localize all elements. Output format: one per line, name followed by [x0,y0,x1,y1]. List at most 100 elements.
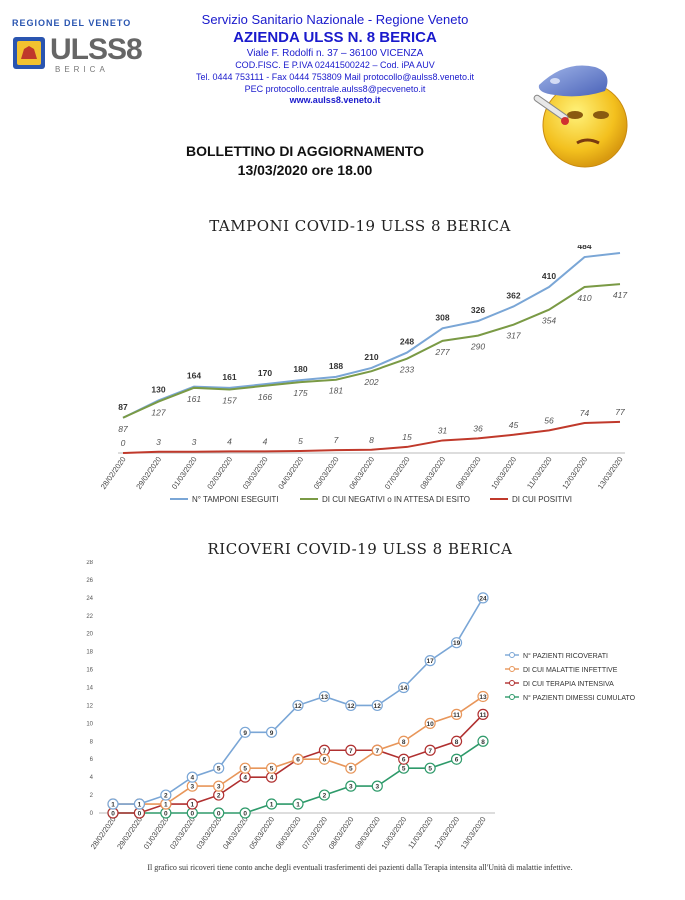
x-tick-label: 05/03/2020 [247,815,276,851]
data-point-marker [239,762,251,774]
x-tick-label: 29/02/2020 [134,455,163,491]
data-label: 277 [434,347,449,357]
data-label: 4 [190,775,194,782]
data-label: 4 [227,436,232,446]
x-tick-label: 08/03/2020 [327,815,356,851]
data-label: 45 [509,420,519,430]
data-point-marker [424,762,436,774]
data-label: 4 [263,436,268,446]
legend-label: DI CUI NEGATIVI o IN ATTESA DI ESITO [322,495,470,504]
data-label: 494 [613,245,627,247]
data-point-marker [239,726,251,738]
data-label: 5 [270,766,274,773]
data-label: 0 [121,438,126,448]
y-tick-label: 6 [90,757,94,763]
data-label: 317 [506,331,520,341]
data-label: 410 [542,271,556,281]
y-tick-label: 24 [86,596,93,602]
header-line-contacts: Tel. 0444 753111 - Fax 0444 753809 Mail … [196,72,474,82]
data-label: 0 [164,811,168,818]
data-label: 24 [479,595,487,602]
x-tick-label: 13/03/2020 [459,815,488,851]
data-label: 6 [402,757,406,764]
x-tick-label: 08/03/2020 [418,455,447,491]
y-tick-label: 8 [90,739,94,745]
y-tick-label: 18 [86,650,93,656]
data-point-marker [424,655,436,667]
data-label: 1 [138,802,142,809]
data-label: 12 [374,703,382,710]
data-point-marker [160,789,172,801]
x-tick-label: 01/03/2020 [170,455,199,491]
data-label: 56 [544,415,554,425]
legend-label: DI CUI TERAPIA INTENSIVA [523,681,614,688]
data-label: 6 [455,757,459,764]
x-tick-label: 28/02/2020 [89,815,118,851]
data-label: 8 [455,739,459,746]
x-tick-label: 04/03/2020 [276,455,305,491]
data-point-marker [213,807,225,819]
data-point-marker [398,681,410,694]
data-label: 8 [481,739,485,746]
data-label: 180 [293,364,307,374]
data-point-marker [371,780,383,792]
data-point-marker [186,798,198,810]
x-tick-label: 29/02/2020 [115,815,144,851]
data-point-marker [213,762,225,774]
data-label: 1 [296,802,300,809]
legend-swatch-marker [509,694,515,700]
chart-tamponi-title: TAMPONI COVID-19 ULSS 8 BERICA [209,217,511,235]
y-tick-label: 22 [86,614,93,620]
x-tick-label: 28/02/2020 [99,455,128,491]
header-line-address: Viale F. Rodolfi n. 37 – 36100 VICENZA [246,48,424,59]
data-label: 248 [400,337,414,347]
header-line-fiscal: COD.FISC. E P.IVA 02441500242 – Cod. iPA… [235,60,435,70]
data-label: 0 [111,811,115,818]
data-point-marker [265,726,278,738]
x-tick-label: 11/03/2020 [406,815,435,850]
data-point-marker [345,762,357,774]
data-point-marker [450,708,463,720]
data-point-marker [345,699,357,712]
data-label: 9 [270,730,274,737]
data-label: 202 [363,377,378,387]
data-label: 11 [453,712,460,719]
data-point-marker [424,744,436,756]
data-label: 290 [470,342,485,352]
data-label: 3 [192,437,197,447]
data-point-marker [477,592,489,604]
data-label: 19 [453,640,461,647]
header-line-service: Servizio Sanitario Nazionale - Regione V… [201,12,469,27]
x-tick-label: 09/03/2020 [353,815,382,851]
data-label: 161 [222,372,236,382]
data-point-marker [345,744,357,756]
data-label: 5 [243,766,247,773]
x-tick-label: 02/03/2020 [205,455,234,491]
data-label: 7 [334,435,339,445]
x-tick-label: 10/03/2020 [489,455,518,491]
y-tick-label: 28 [86,560,93,566]
data-label: 354 [542,316,556,326]
x-tick-label: 06/03/2020 [347,455,376,491]
data-point-marker [477,690,489,703]
x-tick-label: 03/03/2020 [241,455,270,491]
x-tick-label: 09/03/2020 [454,455,483,491]
data-point-marker [450,637,463,649]
data-label: 1 [111,802,115,809]
y-tick-label: 4 [90,775,94,781]
chart-tamponi: 28/02/2020 29/02/2020 01/03/2020 02/03/2020… [99,245,628,504]
data-point-marker [450,735,463,747]
data-label: 10 [427,721,435,728]
y-tick-label: 10 [86,721,93,727]
legend-label: N° PAZIENTI RICOVERATI [523,652,608,660]
data-label: 87 [118,402,128,412]
data-label: 36 [473,423,483,433]
data-label: 308 [435,312,449,322]
data-point-marker [398,753,410,765]
chart-ricoveri: 024681012141618202224262828/02/202029/02… [86,560,635,851]
bulletin-date: 13/03/2020 ore 18.00 [237,162,373,178]
chart-ricoveri-title: RICOVERI COVID-19 ULSS 8 BERICA [207,540,513,558]
data-label: 5 [217,766,221,773]
data-point-marker [371,699,383,712]
data-label: 7 [323,748,327,755]
